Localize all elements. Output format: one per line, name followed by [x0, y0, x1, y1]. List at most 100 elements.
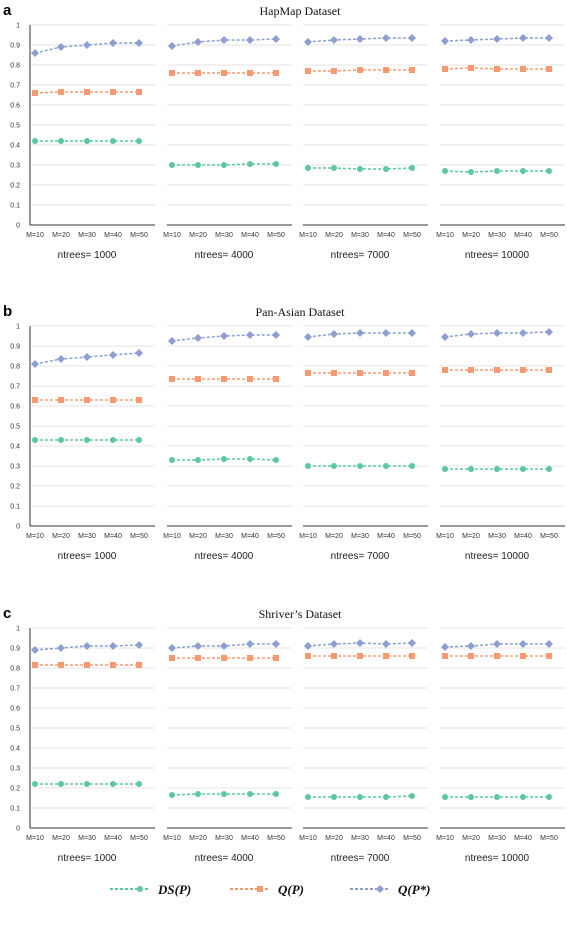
- q-p-point: [409, 67, 415, 73]
- x-tick-label: M=50: [403, 232, 421, 239]
- ds-p-point: [32, 781, 38, 787]
- y-tick-label: 0.9: [10, 646, 20, 653]
- ds-p-point: [383, 463, 389, 469]
- legend-label: Q(P*): [398, 882, 431, 897]
- q-p-point: [273, 655, 279, 661]
- subplot: M=10 M=20 M=30 M=40 M=50 ntrees= 1000: [26, 325, 155, 562]
- x-tick-label: M=10: [299, 533, 317, 540]
- y-tick-label: 0.5: [10, 424, 20, 431]
- q-p-point: [32, 662, 38, 668]
- x-tick-label: M=30: [78, 232, 96, 239]
- panel-letter: b: [3, 303, 12, 320]
- x-tick-label: M=30: [488, 533, 506, 540]
- y-tick-label: 0.4: [10, 444, 20, 451]
- q-p-point: [305, 653, 311, 659]
- x-tick-label: M=40: [377, 835, 395, 842]
- q-p-star-point: [57, 355, 65, 363]
- ds-p-point: [273, 457, 279, 463]
- x-tick-label: M=40: [514, 533, 532, 540]
- ds-p-point: [520, 794, 526, 800]
- ds-p-point: [305, 794, 311, 800]
- q-p-star-point: [467, 642, 475, 650]
- q-p-star-point: [272, 640, 280, 648]
- q-p-star-point: [545, 640, 553, 648]
- q-p-point: [32, 90, 38, 96]
- q-p-point: [247, 655, 253, 661]
- x-tick-label: M=50: [130, 835, 148, 842]
- x-tick-label: M=20: [325, 835, 343, 842]
- q-p-point: [546, 367, 552, 373]
- q-p-star-point: [109, 39, 117, 47]
- q-p-star-point: [408, 639, 416, 647]
- q-p-star-point: [57, 644, 65, 652]
- q-p-point: [331, 68, 337, 74]
- q-p-star-point: [330, 36, 338, 44]
- y-tick-label: 1: [16, 324, 20, 331]
- x-tick-label: M=20: [52, 835, 70, 842]
- x-tick-label: M=30: [488, 232, 506, 239]
- ds-p-point: [546, 466, 552, 472]
- q-p-star-point: [493, 329, 501, 337]
- y-tick-label: 1: [16, 626, 20, 633]
- q-p-point: [84, 397, 90, 403]
- ds-p-point: [442, 794, 448, 800]
- x-tick-label: M=10: [436, 533, 454, 540]
- q-p-point: [169, 376, 175, 382]
- ntrees-label: ntrees= 10000: [465, 250, 530, 261]
- subplot: M=10 M=20 M=30 M=40 M=50 ntrees= 7000: [299, 24, 428, 261]
- q-p-star-point: [220, 642, 228, 650]
- subplot: M=10 M=20 M=30 M=40 M=50 ntrees= 4000: [163, 325, 292, 562]
- y-tick-label: 0: [16, 524, 20, 531]
- legend-item: Q(P): [230, 882, 304, 897]
- ds-p-point: [169, 457, 175, 463]
- dataset-title: HapMap Dataset: [260, 4, 342, 18]
- q-p-star-point: [272, 331, 280, 339]
- q-p-star-point: [109, 642, 117, 650]
- y-tick-label: 0.9: [10, 344, 20, 351]
- subplot: M=10 M=20 M=30 M=40 M=50 ntrees= 1000: [26, 24, 155, 261]
- x-tick-label: M=40: [514, 232, 532, 239]
- y-tick-label: 0.2: [10, 786, 20, 793]
- ds-p-point: [110, 437, 116, 443]
- q-p-point: [110, 397, 116, 403]
- x-tick-label: M=30: [351, 533, 369, 540]
- y-tick-label: 0.3: [10, 766, 20, 773]
- q-p-point: [331, 653, 337, 659]
- x-tick-label: M=50: [403, 533, 421, 540]
- q-p-star-point: [31, 646, 39, 654]
- ds-p-point: [442, 168, 448, 174]
- q-p-point: [110, 662, 116, 668]
- dataset-title: Shriver’s Dataset: [259, 607, 342, 621]
- q-p-point: [136, 662, 142, 668]
- x-tick-label: M=30: [215, 533, 233, 540]
- legend-item: DS(P): [110, 882, 191, 897]
- q-p-point: [84, 662, 90, 668]
- x-tick-label: M=50: [540, 835, 558, 842]
- q-p-star-point: [168, 644, 176, 652]
- x-tick-label: M=40: [104, 835, 122, 842]
- q-p-point: [409, 370, 415, 376]
- x-tick-label: M=10: [26, 835, 44, 842]
- q-p-point: [357, 370, 363, 376]
- q-p-star-point: [441, 643, 449, 651]
- x-tick-label: M=40: [377, 533, 395, 540]
- x-tick-label: M=30: [488, 835, 506, 842]
- subplot: M=10 M=20 M=30 M=40 M=50 ntrees= 7000: [299, 325, 428, 562]
- q-p-point: [442, 66, 448, 72]
- q-p-point: [520, 66, 526, 72]
- x-tick-label: M=40: [104, 232, 122, 239]
- q-p-point: [58, 662, 64, 668]
- ds-p-point: [169, 162, 175, 168]
- q-p-star-point: [304, 642, 312, 650]
- q-p-point: [357, 653, 363, 659]
- q-p-star-point: [408, 329, 416, 337]
- ntrees-label: ntrees= 1000: [58, 551, 117, 562]
- q-p-point: [136, 397, 142, 403]
- y-tick-label: 0.9: [10, 43, 20, 50]
- ntrees-label: ntrees= 1000: [58, 250, 117, 261]
- ds-p-point: [247, 791, 253, 797]
- ds-p-point: [442, 466, 448, 472]
- q-p-point: [221, 70, 227, 76]
- q-p-star-point: [356, 639, 364, 647]
- ds-p-point: [331, 794, 337, 800]
